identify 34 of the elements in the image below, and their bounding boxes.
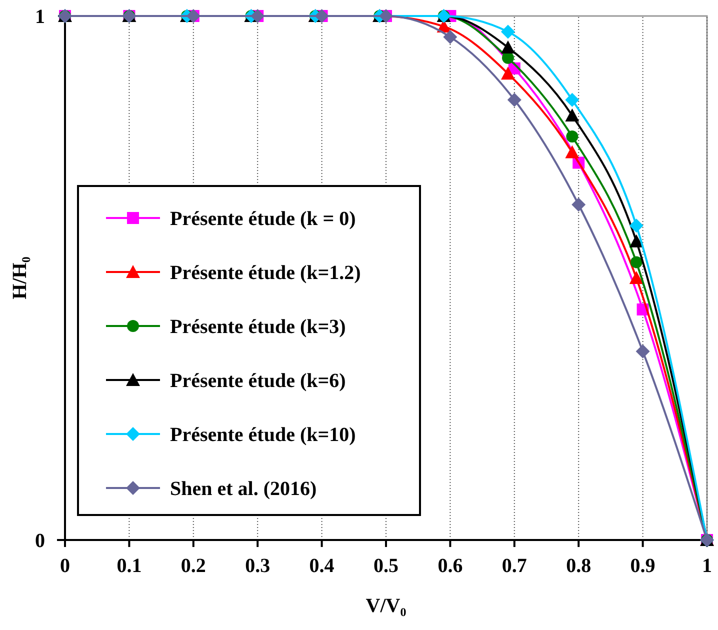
x-tick-label: 0.1	[116, 555, 142, 577]
legend-label: Présente étude (k = 0)	[170, 208, 356, 230]
x-tick-label: 0.8	[566, 555, 592, 577]
x-tick-label: 0.5	[374, 555, 398, 577]
x-tick-label: 0.3	[245, 555, 270, 577]
point	[500, 40, 515, 54]
x-tick-label: 0.2	[180, 555, 206, 577]
legend-label: Présente étude (k=6)	[170, 370, 346, 392]
x-tick-label: 0.4	[309, 555, 334, 577]
point	[629, 271, 644, 284]
x-axis-title: V/V₀	[366, 595, 406, 617]
x-tick-label: 0	[60, 555, 70, 577]
point	[629, 234, 644, 248]
point	[443, 30, 458, 44]
point	[629, 218, 644, 233]
point	[500, 24, 515, 39]
point	[500, 66, 515, 80]
legend-label: Présente étude (k=3)	[170, 316, 346, 338]
x-tick-label: 0.7	[502, 555, 527, 577]
legend-label: Présente étude (k=1.2)	[170, 262, 361, 284]
legend-label: Shen et al. (2016)	[170, 478, 317, 500]
point	[566, 130, 578, 143]
point	[572, 198, 586, 212]
y-axis-title: H/H₀	[9, 256, 31, 300]
legend-label: Présente étude (k=10)	[170, 424, 356, 446]
point	[565, 92, 580, 107]
point	[507, 92, 522, 107]
point	[630, 256, 642, 268]
point	[565, 108, 580, 122]
x-tick-label: 0.9	[630, 555, 656, 577]
x-tick-label: 1	[702, 555, 712, 577]
point	[636, 344, 650, 358]
x-tick-label: 0.6	[438, 555, 463, 577]
point	[565, 145, 580, 158]
